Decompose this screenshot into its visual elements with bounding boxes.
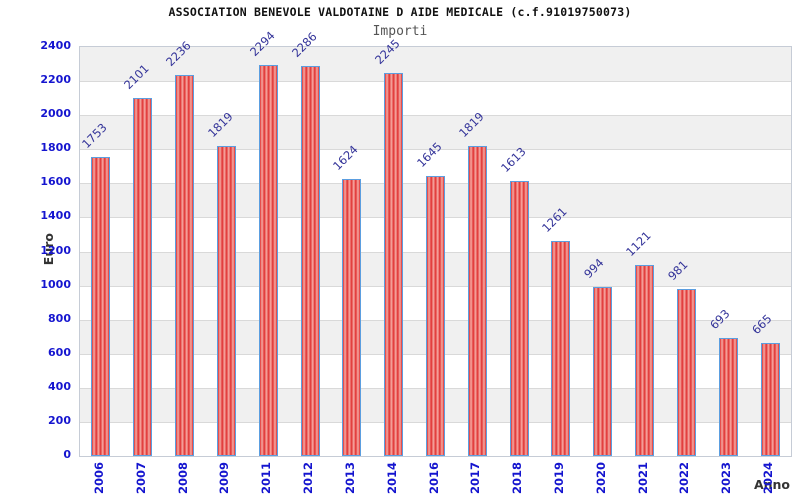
x-tick-label: 2016 (426, 462, 441, 495)
y-tick-label: 200 (48, 413, 71, 427)
bar-2021 (635, 264, 655, 456)
y-tick-label: 2200 (40, 73, 71, 87)
x-tick-label: 2019 (551, 462, 566, 495)
x-tick-label: 2009 (217, 462, 232, 495)
y-tick-label: 600 (48, 345, 71, 359)
band-stripe (80, 47, 791, 82)
y-tick-label: 1000 (40, 277, 71, 291)
y-tick-label: 0 (63, 448, 71, 461)
x-tick-label: 2007 (133, 462, 148, 495)
y-tick-label: 1400 (40, 209, 71, 223)
y-tick-label: 800 (48, 311, 71, 325)
gridline (80, 115, 791, 117)
chart-subtitle: Importi (372, 24, 428, 39)
bar-2012 (300, 66, 320, 456)
bar-2024 (760, 342, 780, 456)
bar-2009 (216, 146, 236, 456)
x-axis-title: Anno (753, 477, 790, 492)
bar-2023 (718, 337, 738, 456)
x-tick-label: 2011 (259, 462, 274, 495)
x-tick-label: 2021 (635, 462, 650, 495)
y-tick-label: 2400 (40, 39, 71, 52)
bar-2016 (426, 175, 445, 456)
bar-2014 (384, 73, 404, 456)
plot-area: 1753 2101 2236 1819 2294 2286 1624 2245 1645 1819… (79, 28, 792, 457)
y-tick-label: 400 (48, 379, 71, 393)
bar-2006 (91, 157, 111, 456)
bar-2020 (593, 286, 613, 456)
x-tick-label: 2017 (468, 462, 483, 495)
bar-2007 (133, 97, 153, 456)
x-tick-label: 2022 (677, 462, 692, 495)
bar-2008 (175, 74, 195, 456)
x-tick-label: 2018 (510, 462, 525, 495)
x-tick-label: 2008 (175, 462, 190, 495)
y-tick-label: 1600 (40, 175, 71, 189)
x-tick-label: 2006 (91, 462, 106, 495)
y-tick-label: 1200 (40, 243, 71, 257)
gridline (80, 149, 791, 151)
y-tick-label: 2000 (40, 107, 71, 121)
y-tick-label: 1800 (40, 141, 71, 155)
x-tick-label: 2014 (384, 462, 399, 495)
bar-2018 (509, 181, 529, 456)
x-tick-label: 2020 (593, 462, 608, 495)
x-tick-label: 2023 (719, 462, 734, 495)
x-tick-label: 2012 (301, 462, 316, 495)
band-stripe (80, 115, 791, 150)
gridline (80, 81, 791, 83)
chart-title: ASSOCIATION BENEVOLE VALDOTAINE D AIDE M… (168, 5, 632, 19)
bar-2013 (342, 179, 362, 456)
bar-2022 (676, 288, 696, 456)
bar-2019 (551, 241, 571, 456)
bar-2017 (467, 146, 487, 456)
bar-2011 (258, 65, 278, 456)
x-tick-label: 2024 (761, 462, 776, 495)
x-tick-label: 2013 (342, 462, 357, 495)
